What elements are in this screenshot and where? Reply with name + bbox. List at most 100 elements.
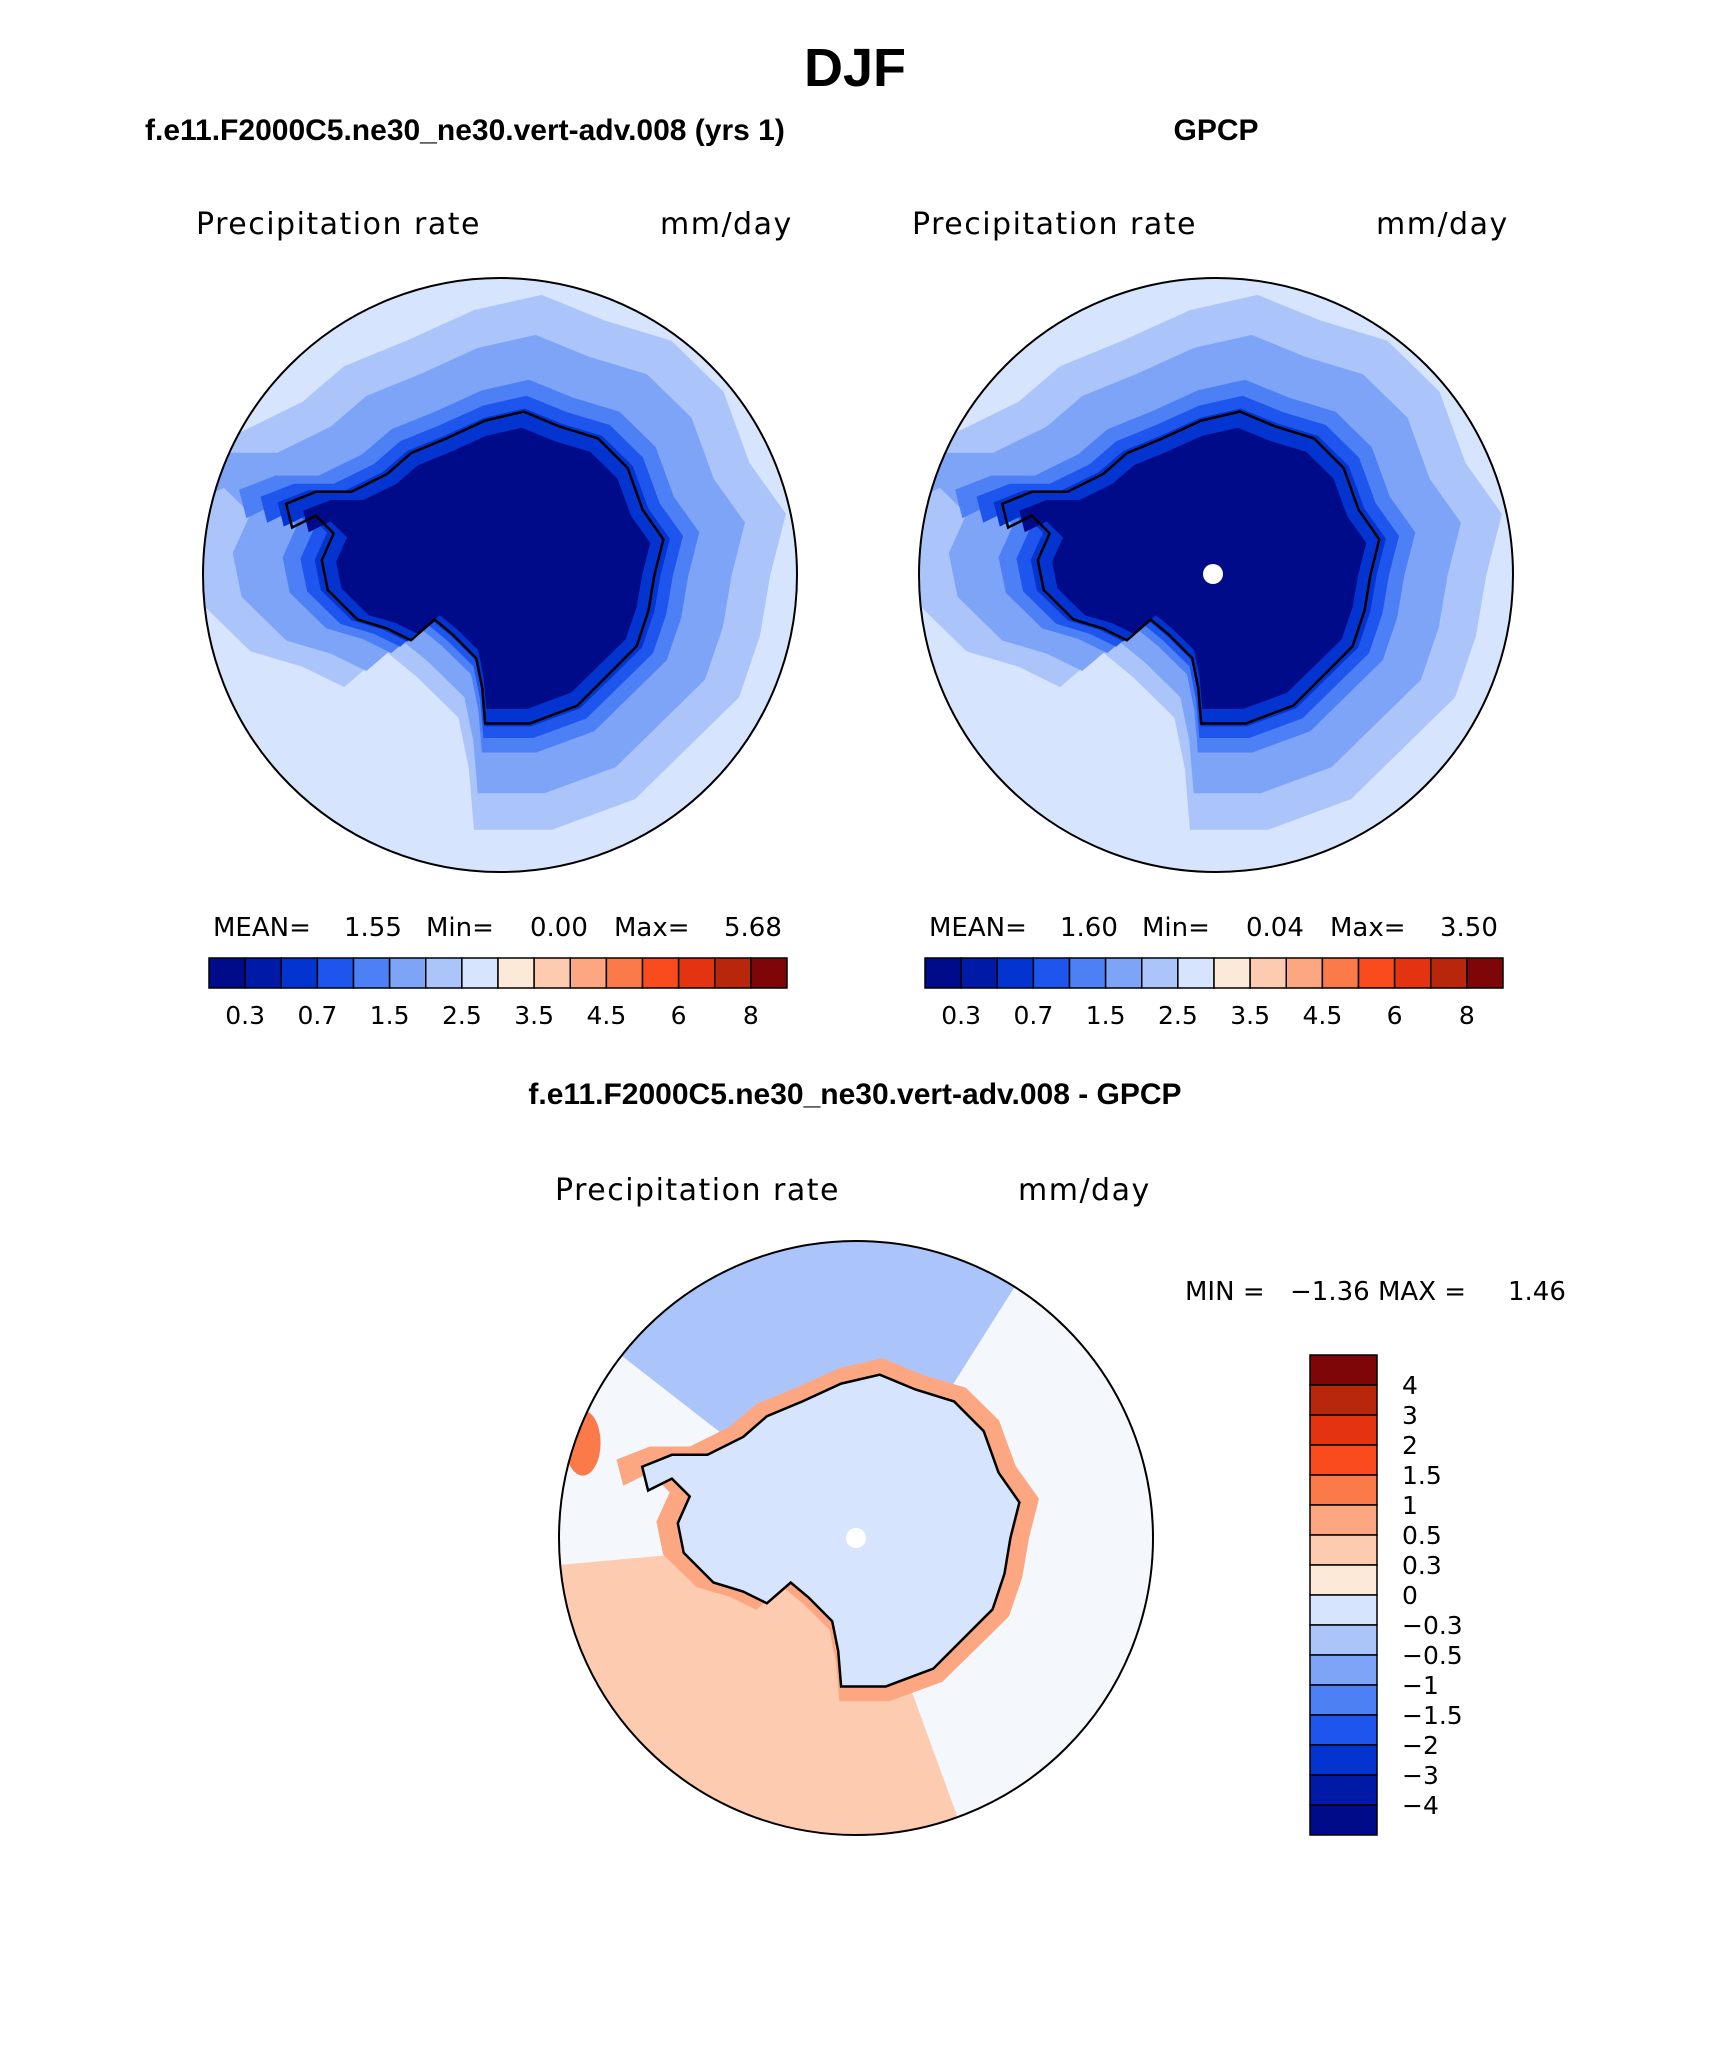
- colorbar-obs-swatch: [1321, 957, 1360, 989]
- panel-obs-title: GPCP: [1173, 114, 1258, 147]
- colorbar-model-swatch: [533, 957, 571, 989]
- stats-model-min: 0.00: [530, 913, 588, 943]
- colorbar-obs-tick-label: 0.7: [1013, 1001, 1053, 1030]
- colorbar-model-swatch: [714, 957, 752, 989]
- panel-diff-units: mm/day: [1018, 1173, 1151, 1208]
- colorbar-obs-tick-label: 3.5: [1230, 1001, 1270, 1030]
- map-diff: [559, 1241, 1153, 1835]
- colorbar-obs-swatch: [1249, 957, 1287, 989]
- colorbar-diff-tick-label: 4: [1402, 1371, 1418, 1400]
- colorbar-diff-tick-label: 3: [1402, 1401, 1418, 1430]
- colorbar-model-swatch: [208, 957, 246, 989]
- colorbar-obs-swatch: [1141, 957, 1179, 989]
- colorbar-diff-tick-label: −4: [1402, 1791, 1439, 1820]
- colorbar-obs-swatch: [1032, 957, 1071, 989]
- colorbar-obs-tick-label: 6: [1387, 1001, 1403, 1030]
- colorbar-diff-tick-label: 0: [1402, 1581, 1418, 1610]
- colorbar-model-tick-label: 0.3: [225, 1001, 265, 1030]
- colorbar-diff-swatch: [1309, 1384, 1378, 1416]
- colorbar-obs-tick-label: 4.5: [1302, 1001, 1342, 1030]
- colorbar-diff-tick-label: 0.5: [1402, 1521, 1442, 1550]
- panel-obs-variable: Precipitation rate: [912, 207, 1197, 242]
- colorbar-obs-swatch: [1466, 957, 1504, 989]
- colorbar-diff-tick-label: 2: [1402, 1431, 1418, 1460]
- panel-model-units: mm/day: [660, 207, 793, 242]
- pole-dot-diff: [846, 1528, 866, 1548]
- stats-model-min-label: Min=: [426, 913, 494, 943]
- panel-obs: GPCP Precipitation rate mm/day MEAN= 1.6…: [912, 114, 1514, 1030]
- colorbar-diff-tick-label: −0.3: [1402, 1611, 1463, 1640]
- colorbar-diff-swatch: [1309, 1594, 1378, 1626]
- colorbar-obs-swatch: [924, 957, 962, 989]
- map-diff-border: [558, 1240, 1154, 1836]
- colorbar-obs-swatch: [1357, 957, 1396, 989]
- panel-model-variable: Precipitation rate: [196, 207, 481, 242]
- colorbar-model-tick-label: 4.5: [586, 1001, 626, 1030]
- colorbar-model-tick-label: 3.5: [514, 1001, 554, 1030]
- colorbar-model-swatch: [280, 957, 319, 989]
- colorbar-diff-tick-label: 1.5: [1402, 1461, 1442, 1490]
- colorbar-model: 0.3 0.7 1.5 2.5 3.5 4.5 6 8: [208, 957, 788, 1030]
- colorbar-diff-swatch: [1309, 1624, 1378, 1656]
- stats-obs-mean-label: MEAN=: [929, 913, 1027, 943]
- stats-diff-max-label: MAX =: [1378, 1277, 1466, 1307]
- stats-model-mean-label: MEAN=: [213, 913, 311, 943]
- pole-dot-obs: [1203, 564, 1223, 584]
- colorbar-diff-swatch: [1309, 1654, 1378, 1686]
- map-model: [203, 278, 797, 872]
- panel-diff-variable: Precipitation rate: [555, 1173, 840, 1208]
- colorbar-model-swatch: [316, 957, 355, 989]
- colorbar-diff-swatch: [1309, 1804, 1378, 1836]
- colorbar-obs-swatch: [1285, 957, 1324, 989]
- colorbar-model-swatch: [750, 957, 788, 989]
- stats-diff-min: −1.36: [1290, 1277, 1370, 1307]
- panel-model: f.e11.F2000C5.ne30_ne30.vert-adv.008 (yr…: [145, 114, 798, 1030]
- colorbar-obs-swatch: [960, 957, 998, 989]
- colorbar-diff-swatch: [1309, 1564, 1378, 1596]
- colorbar-model-swatch: [461, 957, 499, 989]
- colorbar-diff-swatch: [1309, 1774, 1378, 1806]
- antarctica-coastline-diff: [640, 1373, 1021, 1688]
- colorbar-diff-tick-label: −2: [1402, 1731, 1439, 1760]
- colorbar-obs: 0.3 0.7 1.5 2.5 3.5 4.5 6 8: [924, 957, 1504, 1030]
- antarctica-coastline-obs: [1000, 410, 1381, 725]
- colorbar-diff-swatch: [1309, 1414, 1378, 1446]
- map-model-border: [202, 277, 798, 873]
- colorbar-obs-swatch: [1430, 957, 1468, 989]
- colorbar-diff-swatch: [1309, 1744, 1378, 1776]
- colorbar-obs-swatch: [996, 957, 1035, 989]
- colorbar-diff-swatch: [1309, 1684, 1378, 1716]
- stats-model-max: 5.68: [724, 913, 782, 943]
- colorbar-diff-swatch: [1309, 1444, 1378, 1476]
- stats-model-mean: 1.55: [344, 913, 402, 943]
- colorbar-model-swatch: [244, 957, 282, 989]
- stats-obs-mean: 1.60: [1060, 913, 1118, 943]
- colorbar-obs-swatch: [1068, 957, 1107, 989]
- colorbar-obs-swatch: [1393, 957, 1432, 989]
- map-obs: [919, 278, 1513, 872]
- colorbar-diff-swatch: [1309, 1474, 1378, 1506]
- season-title: DJF: [804, 38, 906, 98]
- colorbar-diff-tick-label: −3: [1402, 1761, 1439, 1790]
- stats-diff-min-label: MIN =: [1185, 1277, 1265, 1307]
- stats-obs-min-label: Min=: [1142, 913, 1210, 943]
- colorbar-obs-swatch: [1213, 957, 1251, 989]
- colorbar-obs-tick-label: 0.3: [941, 1001, 981, 1030]
- colorbar-diff-swatch: [1309, 1504, 1378, 1536]
- colorbar-model-swatch: [569, 957, 608, 989]
- colorbar-diff-tick-label: 1: [1402, 1491, 1418, 1520]
- panel-diff-title: f.e11.F2000C5.ne30_ne30.vert-adv.008 - G…: [528, 1078, 1181, 1111]
- colorbar-model-tick-label: 6: [671, 1001, 687, 1030]
- stats-model-max-label: Max=: [614, 913, 690, 943]
- colorbar-obs-tick-label: 2.5: [1158, 1001, 1198, 1030]
- stats-diff-max: 1.46: [1508, 1277, 1566, 1307]
- colorbar-model-swatch: [497, 957, 535, 989]
- colorbar-model-swatch: [605, 957, 644, 989]
- colorbar-model-swatch: [425, 957, 463, 989]
- stats-obs-min: 0.04: [1246, 913, 1304, 943]
- colorbar-obs-swatch: [1177, 957, 1215, 989]
- zone-antarctic-interior: [642, 1374, 1020, 1687]
- colorbar-model-tick-label: 0.7: [297, 1001, 337, 1030]
